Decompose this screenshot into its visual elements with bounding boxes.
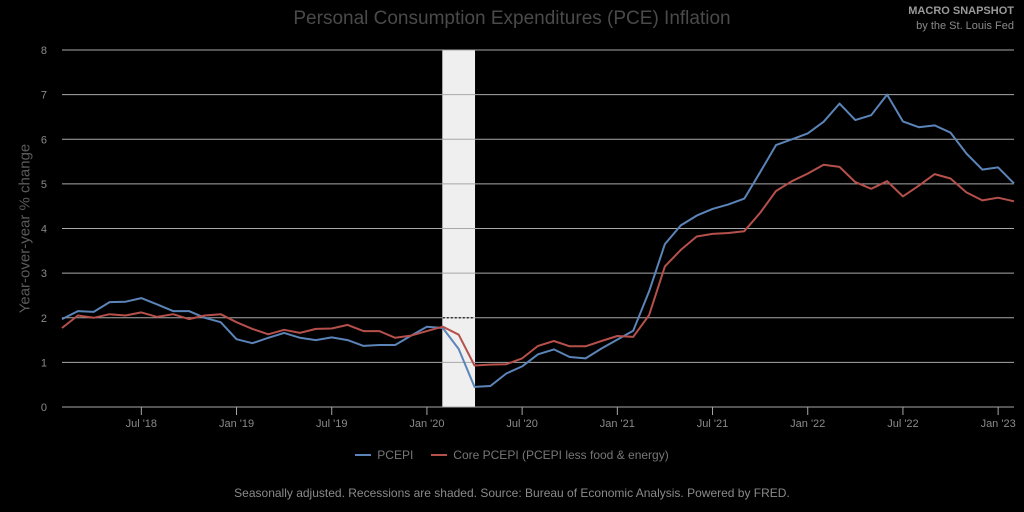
- x-tick-label: Jul '19: [316, 418, 347, 430]
- y-tick-label: 1: [41, 357, 47, 369]
- x-tick-label: Jan '20: [409, 418, 444, 430]
- series-line-core: [61, 163, 1015, 367]
- legend-swatch-core: [431, 454, 448, 456]
- legend-label-pcepi: PCEPI: [377, 448, 414, 462]
- chart-title: Personal Consumption Expenditures (PCE) …: [293, 8, 731, 29]
- x-tick-label: Jul '21: [697, 418, 728, 430]
- y-tick-label: 5: [41, 179, 47, 191]
- legend: PCEPI Core PCEPI (PCEPI less food & ener…: [0, 448, 1024, 462]
- y-tick-label: 3: [41, 268, 47, 280]
- y-tick-label: 7: [41, 90, 47, 102]
- x-tick-label: Jul '18: [126, 418, 157, 430]
- series-line-pcepi: [61, 93, 1015, 388]
- footer-note: Seasonally adjusted. Recessions are shad…: [234, 486, 790, 500]
- x-tick-label: Jan '23: [981, 418, 1016, 430]
- y-tick-label: 2: [41, 313, 47, 325]
- legend-label-core: Core PCEPI (PCEPI less food & energy): [453, 448, 669, 462]
- x-tick-label: Jan '22: [790, 418, 825, 430]
- y-tick-label: 4: [41, 224, 47, 236]
- x-tick-label: Jan '19: [219, 418, 254, 430]
- legend-item-core[interactable]: Core PCEPI (PCEPI less food & energy): [431, 448, 669, 462]
- legend-item-pcepi[interactable]: PCEPI: [355, 448, 413, 462]
- brand: MACRO SNAPSHOT by the St. Louis Fed: [908, 4, 1014, 34]
- y-tick-label: 0: [41, 402, 47, 414]
- y-tick-label: 8: [41, 45, 47, 57]
- x-tick-label: Jul '22: [887, 418, 918, 430]
- x-tick-label: Jan '21: [600, 418, 635, 430]
- brand-title: MACRO SNAPSHOT: [908, 5, 1014, 17]
- brand-subtitle: by the St. Louis Fed: [916, 20, 1014, 32]
- legend-swatch-pcepi: [355, 454, 372, 456]
- x-tick-label: Jul '20: [506, 418, 537, 430]
- y-tick-label: 6: [41, 134, 47, 146]
